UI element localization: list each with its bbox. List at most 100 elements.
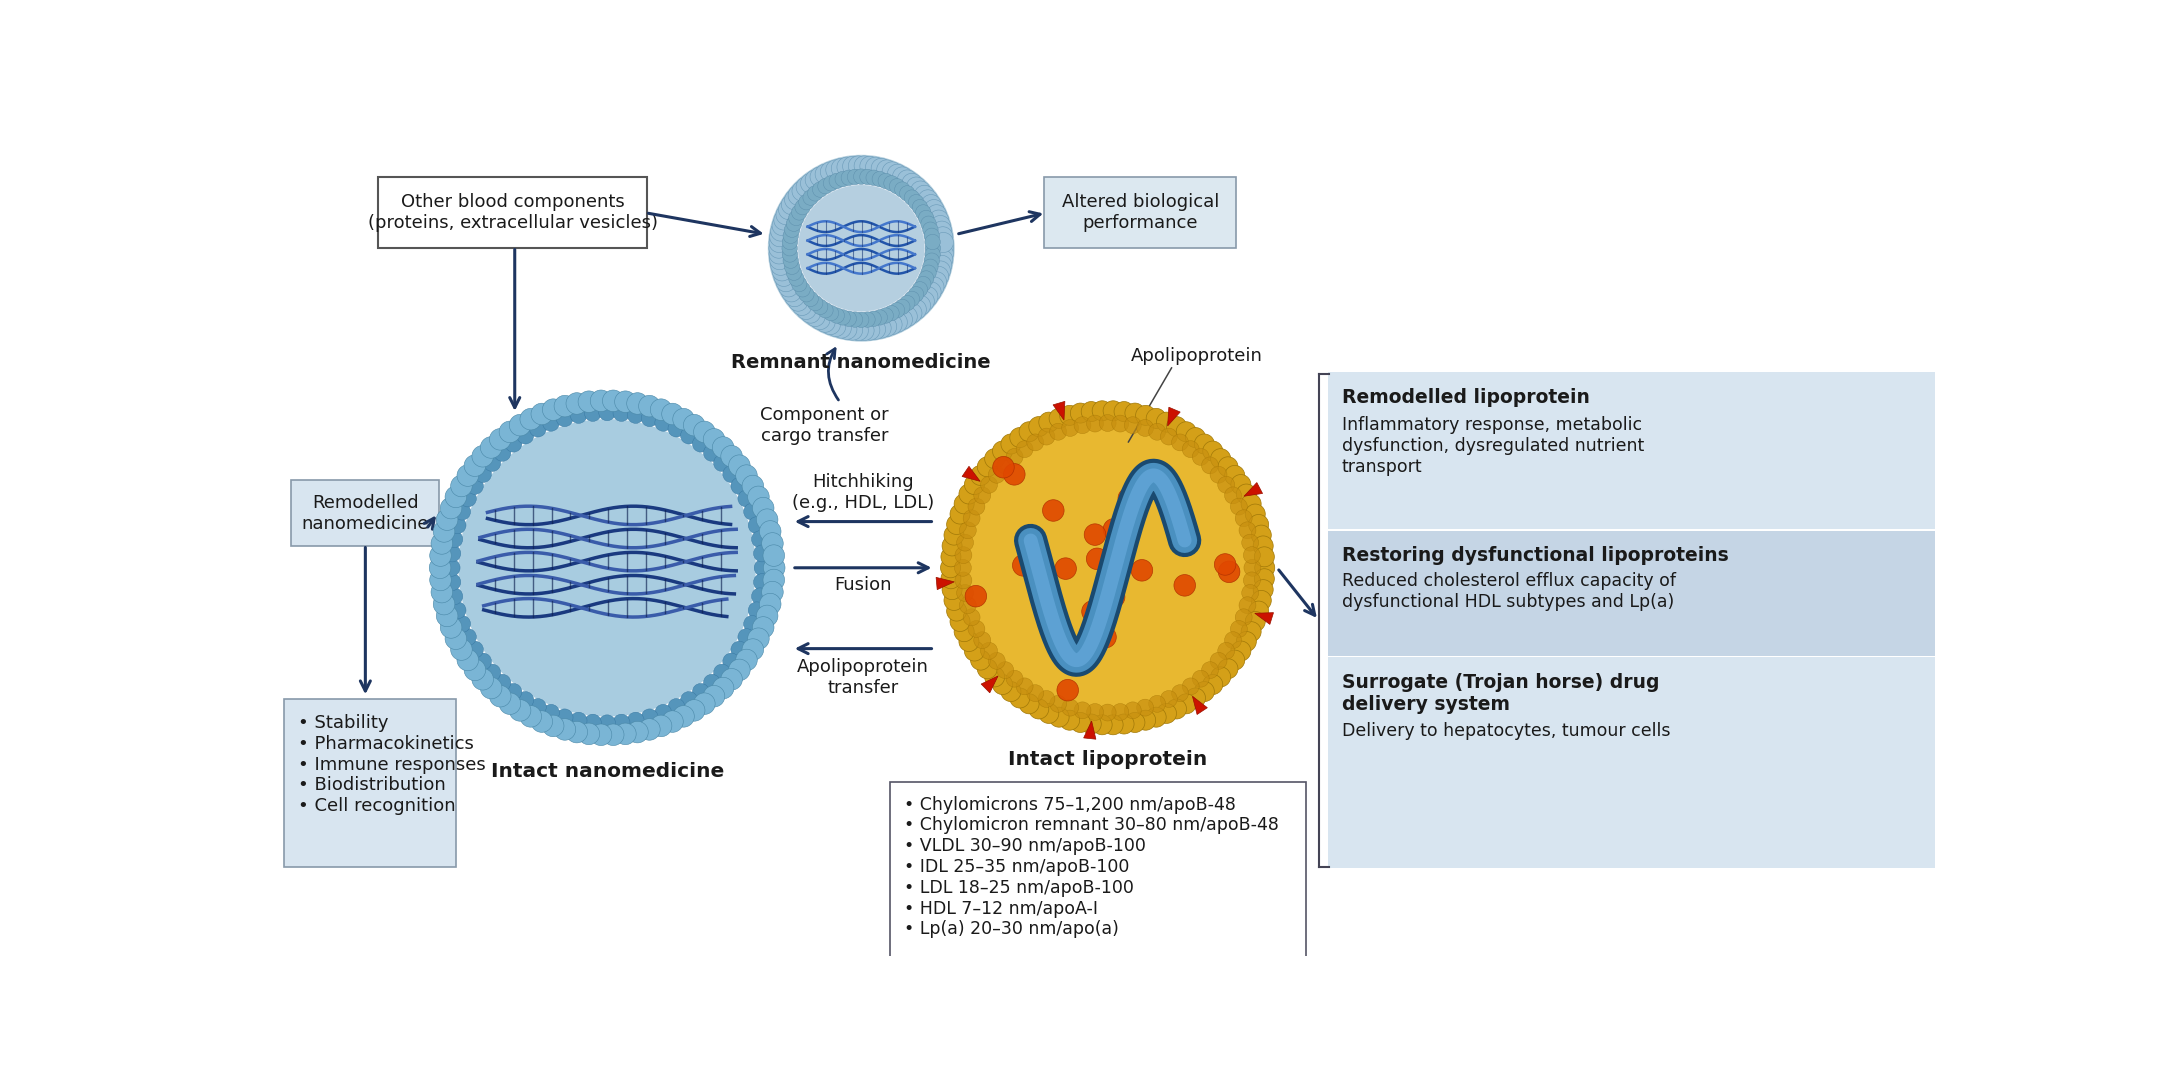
Circle shape [1241,622,1262,641]
Circle shape [446,487,468,508]
Circle shape [455,503,470,520]
Circle shape [747,487,769,508]
Circle shape [788,211,803,226]
Circle shape [888,313,907,332]
Circle shape [472,668,494,691]
Circle shape [1176,694,1197,714]
Circle shape [810,309,829,330]
Circle shape [924,253,940,268]
Circle shape [842,170,857,186]
Circle shape [1115,402,1134,422]
Circle shape [1210,449,1230,468]
Circle shape [1126,403,1145,423]
Circle shape [1080,402,1102,422]
Circle shape [1115,714,1134,734]
Circle shape [933,244,953,264]
Circle shape [1232,475,1251,494]
Circle shape [849,320,868,340]
Circle shape [1039,703,1059,724]
Circle shape [684,699,706,721]
Circle shape [1156,412,1176,432]
Circle shape [924,200,944,219]
Circle shape [1104,715,1124,735]
Circle shape [920,216,935,231]
Circle shape [1126,712,1145,732]
Circle shape [732,478,747,494]
Circle shape [985,667,1005,687]
Circle shape [1243,547,1260,564]
Circle shape [764,557,786,579]
Circle shape [1124,702,1141,719]
Circle shape [976,456,998,477]
Circle shape [894,300,909,315]
Circle shape [1044,499,1063,521]
Circle shape [556,409,574,426]
Circle shape [1059,710,1080,730]
Circle shape [1009,427,1031,448]
Circle shape [903,173,922,193]
Circle shape [1074,702,1091,719]
Circle shape [494,445,511,462]
Circle shape [775,205,797,224]
Circle shape [1230,621,1247,638]
Circle shape [1137,710,1156,730]
Circle shape [782,241,797,256]
Circle shape [829,173,844,189]
Circle shape [756,605,777,627]
Circle shape [931,261,950,281]
Circle shape [896,306,918,326]
Circle shape [450,475,472,497]
Circle shape [1015,440,1033,458]
Circle shape [812,300,827,315]
Circle shape [738,490,756,507]
Circle shape [911,200,927,215]
Circle shape [1202,456,1219,474]
Circle shape [799,185,924,311]
Circle shape [756,509,777,531]
Circle shape [1193,670,1210,687]
Circle shape [769,227,790,247]
Circle shape [853,313,868,328]
Circle shape [489,429,511,450]
Circle shape [769,156,953,340]
Circle shape [909,194,924,209]
Circle shape [760,521,782,542]
Circle shape [1232,641,1251,661]
Polygon shape [1085,721,1095,739]
Text: Remnant nanomedicine: Remnant nanomedicine [732,353,992,372]
Circle shape [831,318,851,338]
Circle shape [1130,560,1152,581]
Circle shape [920,194,942,215]
Circle shape [1156,703,1176,724]
Circle shape [684,415,706,436]
Circle shape [714,664,730,681]
Circle shape [1182,440,1199,458]
Circle shape [890,303,905,318]
Circle shape [1186,427,1206,448]
Circle shape [788,271,803,286]
Circle shape [1173,575,1195,596]
Circle shape [981,476,998,493]
Circle shape [769,244,788,264]
Circle shape [591,724,613,745]
Circle shape [942,536,961,556]
Circle shape [437,605,459,627]
Circle shape [481,678,502,699]
FancyBboxPatch shape [379,177,647,248]
Circle shape [433,521,455,542]
Circle shape [429,569,450,591]
Circle shape [950,504,970,524]
Circle shape [963,641,985,661]
Circle shape [1113,415,1128,432]
Polygon shape [1052,402,1065,420]
Circle shape [1219,456,1238,477]
Circle shape [1225,632,1241,649]
FancyBboxPatch shape [1327,531,1936,655]
Circle shape [883,176,898,191]
Circle shape [1254,547,1275,567]
Circle shape [855,320,875,340]
Circle shape [911,182,931,201]
Circle shape [628,406,645,423]
Circle shape [1050,423,1067,440]
Circle shape [963,475,985,494]
